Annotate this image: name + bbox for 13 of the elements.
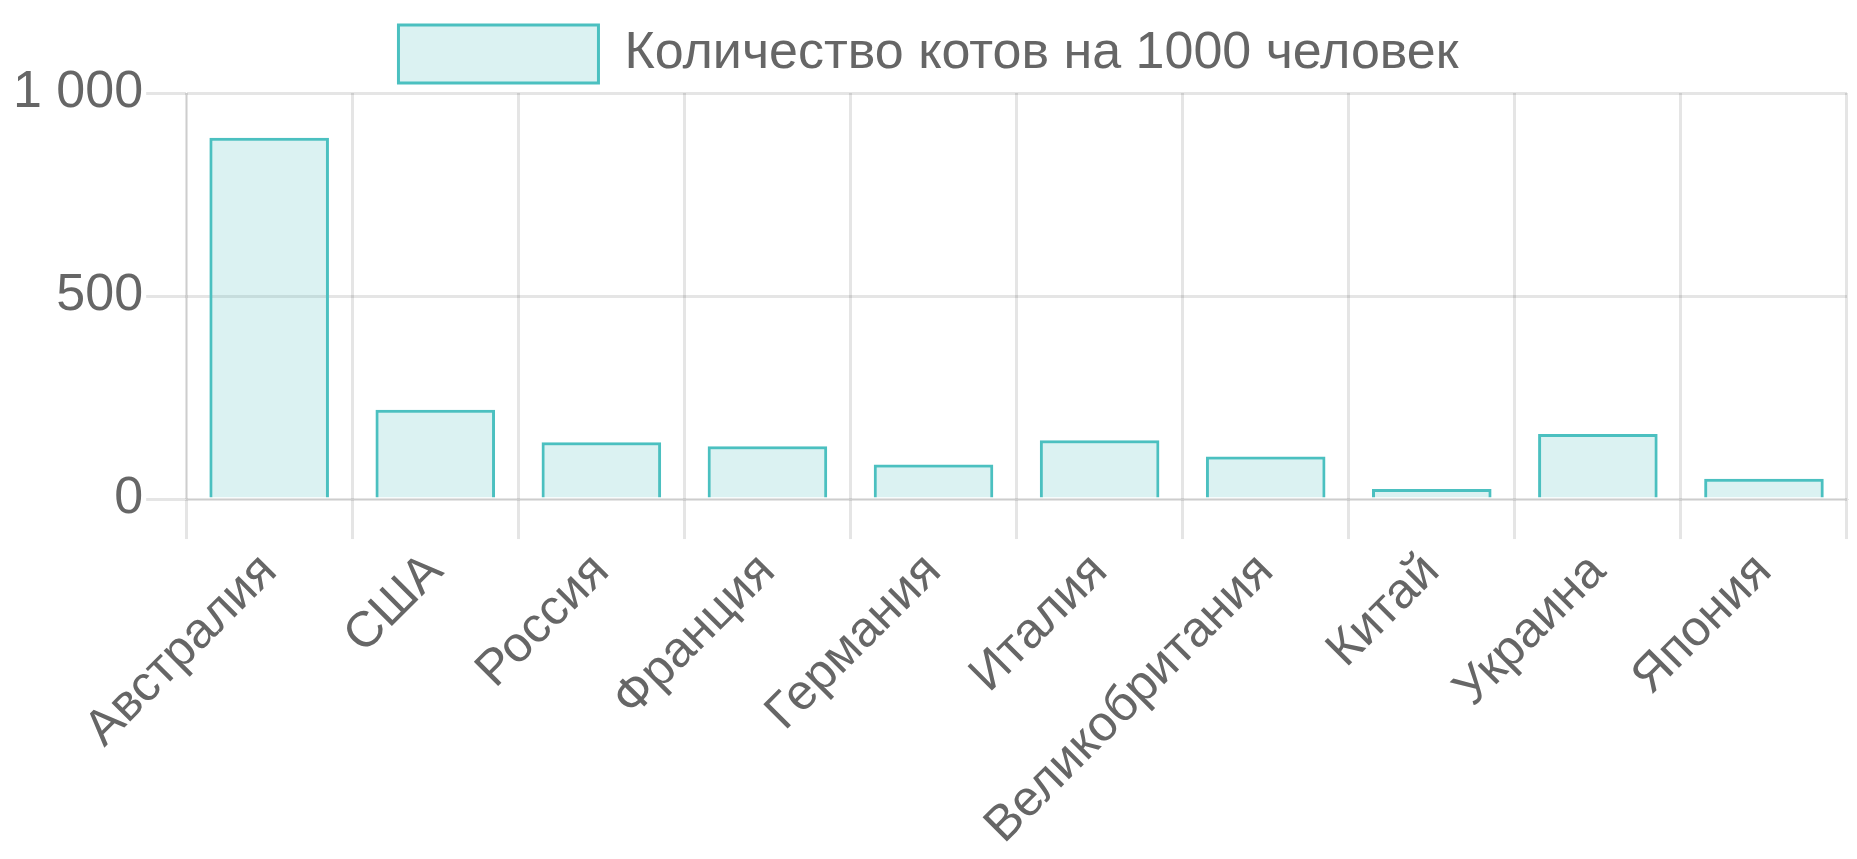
legend-label: Количество котов на 1000 человек	[624, 21, 1459, 80]
bar	[707, 446, 828, 498]
y-tick-label: 1 000	[12, 60, 144, 119]
bar	[1371, 488, 1492, 498]
bar	[1205, 456, 1326, 498]
bar	[1039, 440, 1160, 498]
bar	[541, 442, 662, 498]
bar	[1704, 478, 1824, 498]
y-tick-label: 500	[56, 263, 144, 322]
bar	[873, 464, 994, 498]
bar	[375, 409, 496, 498]
bar	[1538, 434, 1658, 498]
y-tick-label: 0	[114, 466, 144, 525]
